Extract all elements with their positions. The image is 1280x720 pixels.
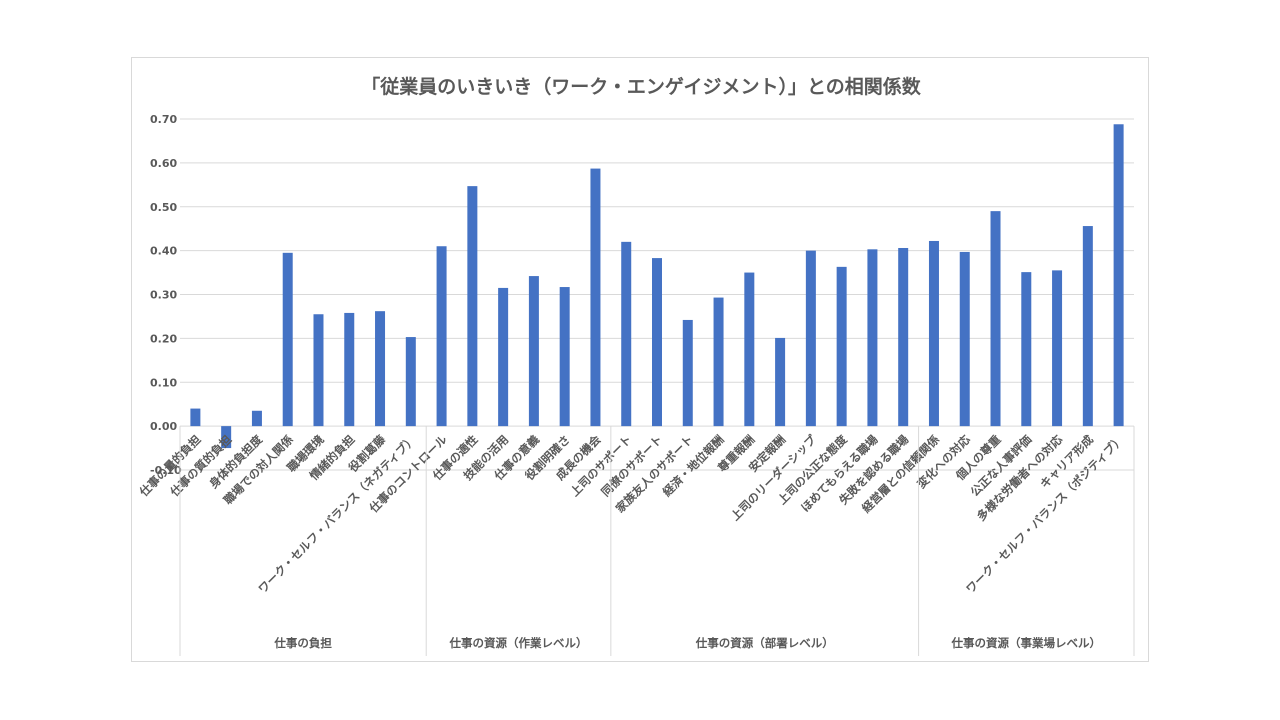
bar bbox=[313, 314, 324, 427]
y-tick-label: 0.10 bbox=[150, 376, 177, 389]
bar bbox=[190, 408, 201, 427]
bar bbox=[990, 211, 1001, 427]
group-label: 仕事の資源（部署レベル） bbox=[695, 636, 834, 650]
chart-frame: 「従業員のいきいき（ワーク・エンゲイジメント）」との相関係数 -0.10 0.00… bbox=[131, 57, 1149, 662]
bar bbox=[221, 426, 232, 449]
y-tick-label: 0.30 bbox=[150, 289, 177, 302]
bar bbox=[344, 312, 355, 427]
bar bbox=[805, 250, 816, 427]
bar bbox=[467, 186, 478, 427]
bar bbox=[775, 337, 786, 427]
x-axis-category-labels: 仕事の量的負担仕事の質的負担身体的負担度職場での対人関係職場環境情緒的負担役割葛… bbox=[136, 432, 1127, 596]
bar bbox=[405, 337, 416, 427]
bar bbox=[836, 266, 847, 427]
bars bbox=[190, 124, 1124, 449]
y-tick-label: 0.00 bbox=[150, 420, 177, 433]
bar bbox=[744, 272, 755, 427]
bar bbox=[621, 241, 632, 427]
y-tick-label: 0.70 bbox=[150, 113, 177, 126]
y-tick-label: 0.40 bbox=[150, 245, 177, 258]
y-tick-label: 0.20 bbox=[150, 332, 177, 345]
group-label: 仕事の資源（作業レベル） bbox=[449, 636, 588, 650]
bar bbox=[590, 168, 601, 427]
bar bbox=[1082, 226, 1093, 427]
x-axis-group-labels: 仕事の負担 仕事の資源（作業レベル） 仕事の資源（部署レベル） 仕事の資源（事業場レベ… bbox=[179, 426, 1135, 656]
bar bbox=[1113, 124, 1124, 427]
y-tick-label: 0.60 bbox=[150, 157, 177, 170]
bar bbox=[528, 276, 539, 427]
y-tick-label: -0.10 bbox=[150, 464, 182, 477]
bar bbox=[282, 252, 293, 427]
bar bbox=[959, 251, 970, 427]
bar bbox=[713, 297, 724, 427]
bar bbox=[436, 246, 447, 427]
bar bbox=[1052, 270, 1063, 427]
bar bbox=[898, 247, 909, 427]
y-axis-ticks: -0.10 0.00 0.10 0.20 0.30 0.40 0.50 0.60 0.70 bbox=[150, 113, 182, 477]
bar bbox=[1021, 272, 1032, 427]
group-label: 仕事の負担 bbox=[273, 636, 332, 650]
bar bbox=[375, 311, 386, 427]
bar bbox=[867, 249, 878, 427]
group-label: 仕事の資源（事業場レベル） bbox=[951, 636, 1102, 650]
bar bbox=[251, 410, 262, 427]
bar bbox=[559, 287, 570, 427]
chart-svg: 「従業員のいきいき（ワーク・エンゲイジメント）」との相関係数 -0.10 0.00… bbox=[136, 75, 1135, 656]
bar bbox=[928, 240, 939, 427]
bar bbox=[652, 258, 662, 427]
y-tick-label: 0.50 bbox=[150, 201, 177, 214]
bar bbox=[682, 319, 693, 427]
bar bbox=[498, 287, 509, 427]
chart-title: 「従業員のいきいき（ワーク・エンゲイジメント）」との相関係数 bbox=[361, 75, 922, 98]
